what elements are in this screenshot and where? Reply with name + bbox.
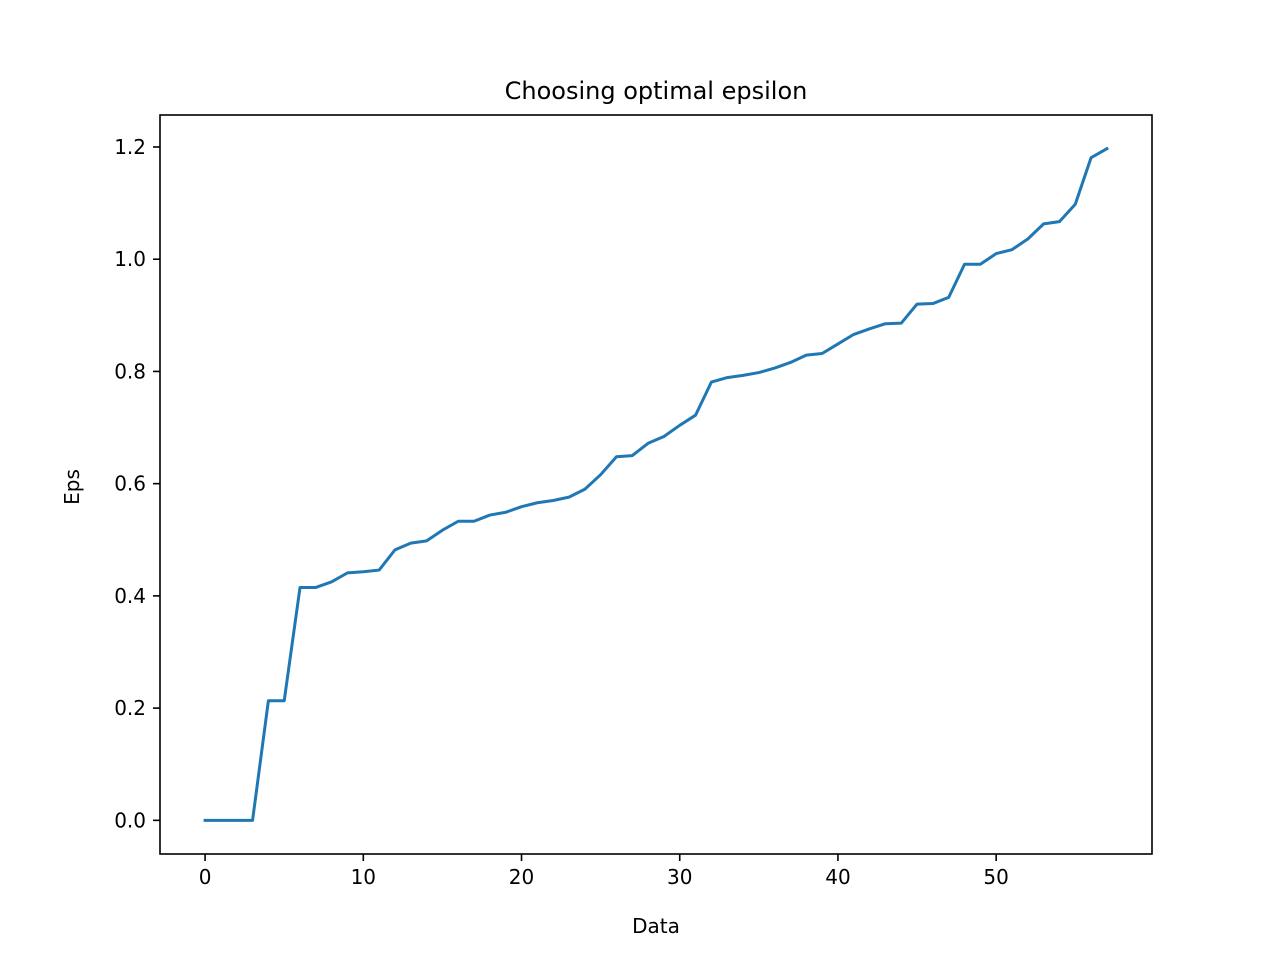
y-tick-label: 0.4 [114, 584, 146, 608]
x-tick-label: 0 [199, 865, 212, 889]
plot-area [203, 146, 1109, 822]
x-tick-label: 30 [667, 865, 692, 889]
x-tick-label: 10 [351, 865, 376, 889]
y-tick-label: 1.0 [114, 247, 146, 271]
x-tick-label: 20 [509, 865, 534, 889]
y-axis-label: Eps [60, 469, 84, 505]
y-tick-label: 0.6 [114, 472, 146, 496]
series-line-0 [203, 146, 1109, 822]
y-tick-label: 0.2 [114, 696, 146, 720]
x-axis-ticks: 0 10 20 30 40 50 [199, 854, 1009, 889]
y-tick-label: 0.0 [114, 808, 146, 832]
x-axis-label: Data [632, 914, 680, 938]
y-tick-label: 1.2 [114, 135, 146, 159]
x-tick-label: 50 [983, 865, 1008, 889]
y-tick-label: 0.8 [114, 359, 146, 383]
x-tick-label: 40 [825, 865, 850, 889]
y-axis-ticks: 0.0 0.2 0.4 0.6 0.8 1.0 1.2 [114, 135, 160, 832]
axes-frame [159, 114, 1153, 855]
chart-title: Choosing optimal epsilon [505, 77, 808, 105]
